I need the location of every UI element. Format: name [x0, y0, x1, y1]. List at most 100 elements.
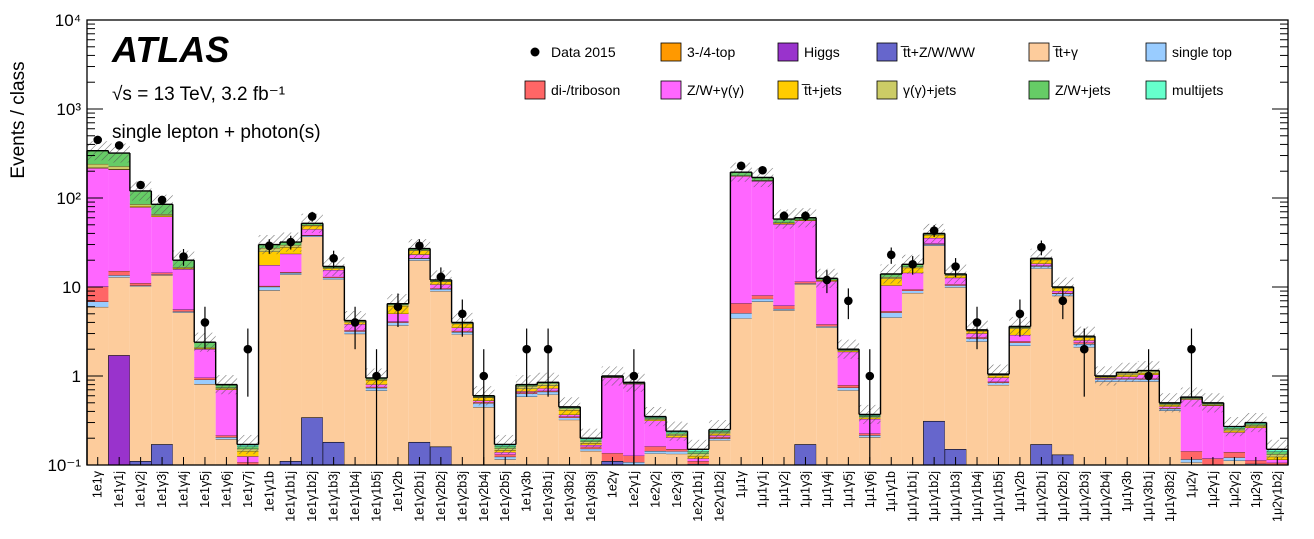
- data-point: [479, 371, 489, 381]
- energy-label: √s = 13 TeV, 3.2 fb⁻¹: [112, 84, 285, 105]
- x-tick-label: 1μ1γ2b1j: [1034, 471, 1048, 522]
- bar-segment: [1052, 295, 1074, 465]
- bar-segment: [1009, 345, 1031, 465]
- bar-segment: [751, 298, 774, 302]
- x-tick-label: 1e1γ2b5j: [498, 471, 512, 522]
- bar-segment: [944, 285, 967, 288]
- x-tick-label: 1e1γ2j: [134, 471, 148, 508]
- x-tick-label: 1μ1γ6j: [863, 471, 877, 508]
- data-points: [93, 135, 1196, 465]
- data-point: [136, 180, 145, 190]
- bar-segment: [644, 420, 667, 447]
- bar-segment: [794, 281, 817, 284]
- x-tick-label: 1e1γ3b1j: [541, 471, 555, 522]
- x-tick-label: 1μ1γ1b1j: [906, 471, 920, 522]
- bar-segment: [172, 311, 195, 313]
- bar-segment: [666, 451, 688, 454]
- data-point: [1015, 309, 1025, 319]
- overlay-bar: [108, 355, 131, 466]
- data-point: [801, 211, 810, 221]
- bar-segment: [494, 454, 516, 457]
- legend-entry: Z/W+jets: [1028, 80, 1111, 100]
- bar-segment: [344, 333, 366, 465]
- bar-segment: [901, 292, 924, 465]
- bar-segment: [87, 306, 109, 465]
- bar-segment: [451, 334, 474, 465]
- data-point: [179, 252, 188, 261]
- x-tick-label: 1μ1γ1b: [884, 471, 898, 512]
- bar-segment: [773, 310, 795, 465]
- data-point: [972, 318, 982, 327]
- x-tick-label: 1e1γ1b2j: [305, 471, 319, 522]
- bar-segment: [87, 301, 109, 307]
- x-tick-label: 1e1γ4j: [177, 471, 191, 508]
- bar-segment: [322, 277, 345, 280]
- legend-entry: Data 2015: [530, 44, 616, 60]
- x-tick-label: 1μ1γ2b3j: [1077, 471, 1091, 522]
- legend-entry: t̅t+jets: [777, 80, 842, 100]
- bar-segment: [558, 419, 581, 465]
- data-point: [1037, 242, 1046, 252]
- legend-swatch: [1028, 42, 1050, 62]
- bar-segment: [215, 435, 238, 438]
- x-tick-label: 1μ1γ2j: [777, 471, 791, 508]
- x-tick-label: 1μ1γ: [734, 470, 748, 498]
- data-point: [415, 241, 424, 251]
- bar-segment: [880, 285, 902, 312]
- x-tick-label: 1e1γ2b1j: [412, 471, 426, 522]
- x-tick-label: 1e1γ1b4j: [348, 471, 362, 522]
- legend-entry: Higgs: [777, 42, 840, 62]
- x-tick-label: 1e1γ6j: [219, 471, 233, 508]
- bar-segment: [644, 446, 667, 452]
- data-point: [543, 344, 553, 354]
- data-point: [307, 212, 317, 221]
- bar-segment: [708, 438, 731, 441]
- legend-label: Higgs: [804, 44, 840, 60]
- bar-segment: [837, 351, 860, 386]
- bar-segment: [194, 384, 216, 465]
- bar-segment: [301, 236, 323, 465]
- bar-segment: [708, 440, 731, 465]
- legend-swatch: [777, 42, 799, 62]
- bar-segment: [1159, 410, 1181, 465]
- legend-entry: t̅t+γ: [1028, 42, 1078, 62]
- bar-segment: [280, 274, 302, 465]
- data-point: [822, 275, 832, 285]
- bar-segment: [1009, 342, 1031, 346]
- bar-segment: [129, 204, 152, 207]
- bar-segment: [151, 215, 173, 217]
- data-point: [1058, 296, 1068, 306]
- legend-label: di-/triboson: [551, 82, 620, 98]
- x-tick-label: 1μ2γ1j: [1206, 471, 1220, 508]
- bar-segment: [151, 275, 173, 465]
- bar-segment: [987, 382, 1010, 385]
- data-point: [629, 371, 639, 381]
- bar-segment: [880, 312, 902, 318]
- bar-segment: [730, 313, 752, 319]
- bar-segment: [537, 394, 559, 465]
- selection-label: single lepton + photon(s): [112, 122, 321, 143]
- bar-segment: [1073, 347, 1095, 465]
- data-point: [393, 302, 403, 312]
- x-tick-label: 1e1γ1b: [262, 471, 276, 512]
- x-tick-label: 1e1γ3j: [155, 471, 169, 508]
- x-tick-label: 1e1γ1b3j: [327, 471, 341, 522]
- bar-segment: [215, 437, 238, 440]
- bar-segment: [258, 251, 281, 266]
- x-tick-label: 1e1γ2b3j: [455, 471, 469, 522]
- x-tick-label: 1μ2γ: [1184, 470, 1198, 498]
- bar-segment: [258, 290, 281, 465]
- data-point: [114, 141, 124, 150]
- data-point: [286, 237, 296, 247]
- x-tick-label: 1e2γ1b1j: [691, 471, 705, 522]
- bar-segment: [194, 377, 216, 380]
- data-point: [329, 254, 338, 263]
- y-tick-label: 10³: [56, 100, 81, 119]
- bar-segment: [816, 281, 838, 325]
- bar-segment: [901, 290, 924, 293]
- x-tick-label: 1μ1γ4j: [820, 471, 834, 508]
- bar-segment: [816, 324, 838, 327]
- data-point: [736, 161, 746, 171]
- data-point: [779, 211, 789, 221]
- x-tick-label: 1μ1γ3b2j: [1163, 471, 1177, 522]
